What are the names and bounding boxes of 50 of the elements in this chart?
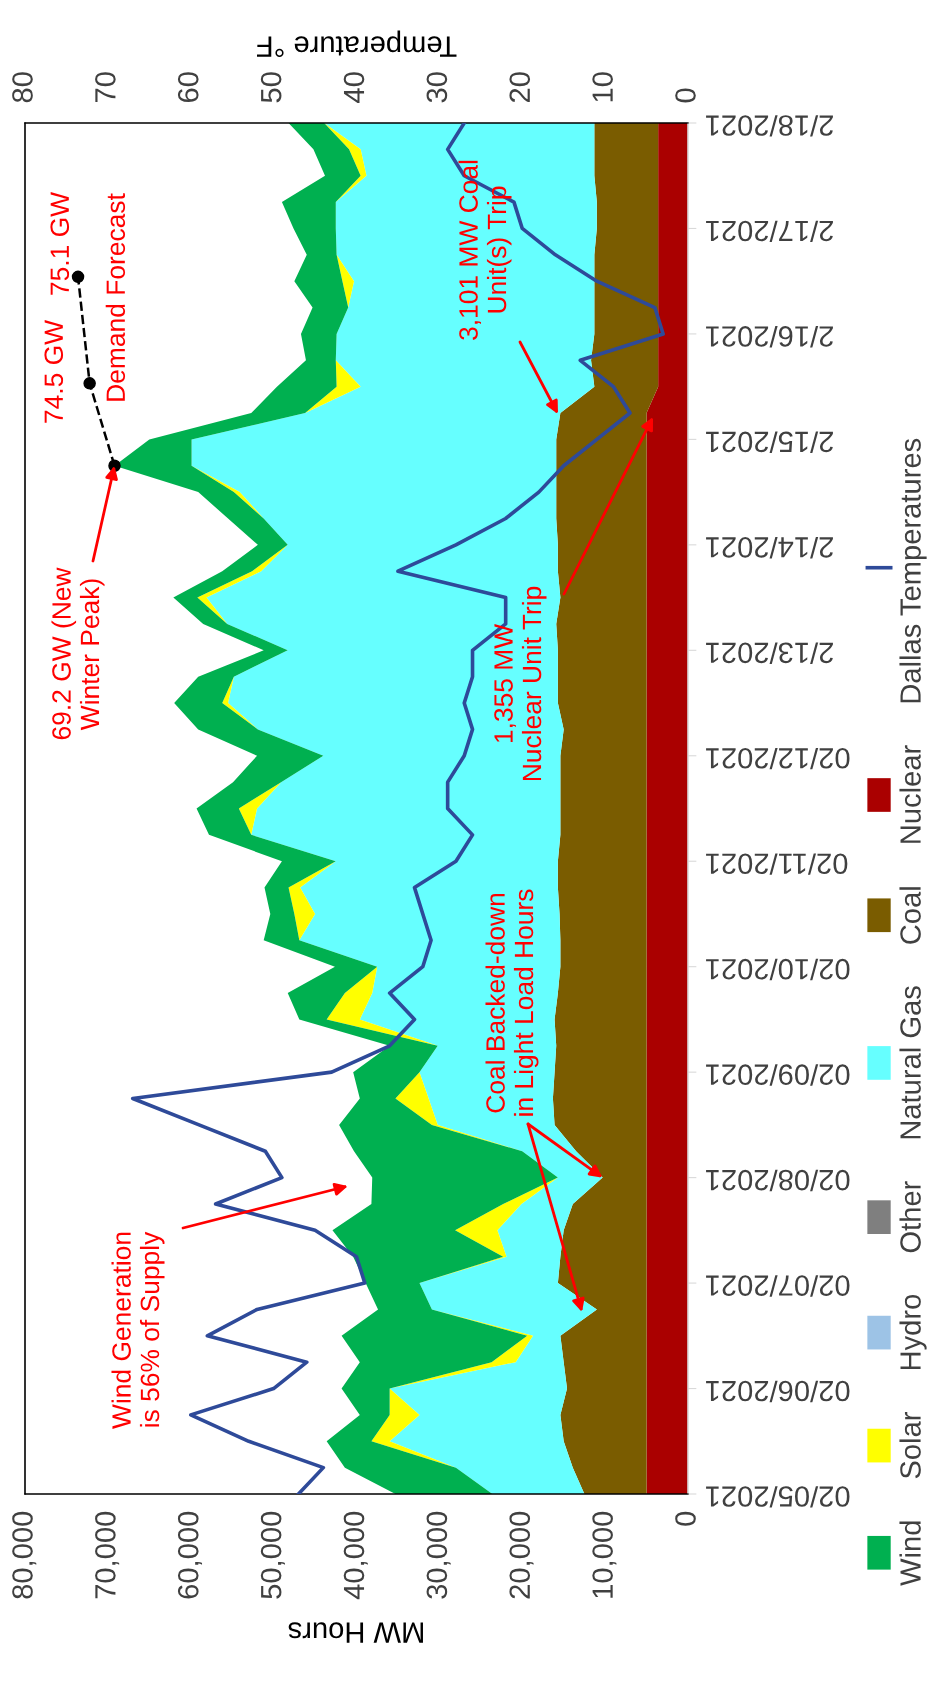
annotation: Wind Generation is 56% of Supply — [111, 1231, 165, 1429]
annotation: 75.1 GW — [50, 192, 70, 295]
legend-label: Natural Gas — [899, 986, 921, 1139]
x-tick-label: 20,000 — [509, 1511, 534, 1599]
legend-label: Nuclear — [899, 745, 921, 843]
annotation: 69.2 GW (New Winter Peak) — [51, 567, 105, 740]
y-tick-label: 2/17/2021 — [706, 220, 833, 243]
y-tick-label: 02/12/2021 — [706, 747, 850, 770]
y-tick-label: 02/10/2021 — [706, 958, 850, 981]
y-tick-label: 2/16/2021 — [706, 326, 833, 348]
annotation: 3,101 MW Coal Unit(s) Trip — [458, 160, 512, 340]
x2-tick-label: 50 — [260, 72, 282, 103]
x-tick-label: 30,000 — [426, 1511, 451, 1599]
x2-tick-label: 30 — [426, 72, 448, 103]
y-tick-label: 2/18/2021 — [706, 115, 833, 137]
x-axis-title: MW Hours — [288, 1622, 423, 1643]
y-tick-label: 02/07/2021 — [706, 1275, 850, 1297]
x2-tick-label: 40 — [343, 72, 365, 103]
annotation: 1,355 MW Nuclear Unit Trip — [494, 586, 547, 781]
x2-tick-label: 0 — [675, 88, 696, 103]
annotation: 74.5 GW — [44, 320, 64, 423]
y-tick-label: 02/05/2021 — [706, 1486, 850, 1508]
y-tick-label: 2/15/2021 — [706, 431, 833, 453]
x2-tick-label: 10 — [592, 72, 613, 102]
x-tick-label: 10,000 — [592, 1511, 617, 1598]
x2-axis-title: Temperature °F — [257, 30, 457, 57]
y-tick-label: 2/14/2021 — [706, 537, 833, 559]
legend-label: Dallas Temperatures — [899, 438, 927, 703]
x2-tick-label: 80 — [12, 72, 33, 103]
legend-label: Solar — [899, 1412, 921, 1479]
legend-label: Other — [899, 1181, 921, 1253]
x-tick-label: 40,000 — [343, 1511, 368, 1600]
y-tick-label: 02/06/2021 — [706, 1380, 850, 1403]
x2-tick-label: 20 — [509, 72, 531, 103]
legend-label: Hydro — [899, 1294, 927, 1370]
x-tick-label: 0 — [675, 1511, 696, 1526]
y-tick-label: 02/08/2021 — [706, 1169, 850, 1192]
annotation: Demand Forecast — [105, 193, 126, 401]
x2-tick-label: 60 — [177, 72, 199, 103]
legend-label: Coal — [899, 887, 921, 944]
legend-label: Wind — [899, 1521, 921, 1586]
x2-tick-label: 70 — [95, 72, 116, 103]
x-tick-label: 70,000 — [95, 1511, 120, 1599]
y-tick-label: 02/09/2021 — [706, 1064, 850, 1086]
annotation: Coal Backed-down in Light Load Hours — [485, 889, 539, 1116]
x-tick-label: 60,000 — [177, 1511, 203, 1599]
x-tick-label: 50,000 — [260, 1511, 285, 1599]
y-tick-label: 02/11/2021 — [706, 853, 848, 875]
x-tick-label: 80,000 — [12, 1511, 37, 1599]
y-tick-label: 2/13/2021 — [706, 642, 833, 664]
